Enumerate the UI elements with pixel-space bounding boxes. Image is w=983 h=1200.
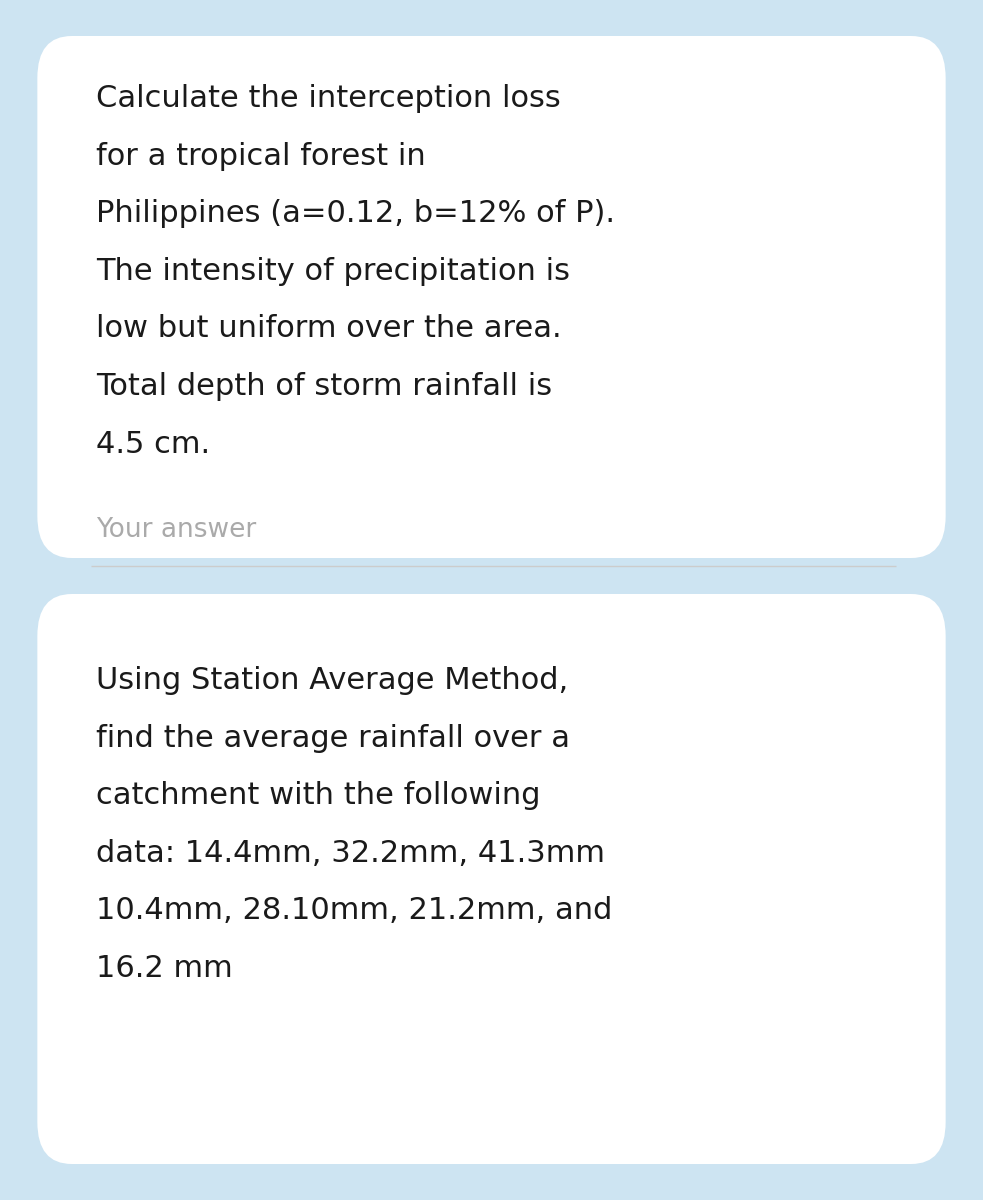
Text: 16.2 mm: 16.2 mm bbox=[96, 954, 233, 983]
Text: 10.4mm, 28.10mm, 21.2mm, and: 10.4mm, 28.10mm, 21.2mm, and bbox=[96, 896, 612, 925]
Text: catchment with the following: catchment with the following bbox=[96, 781, 541, 810]
Text: Using Station Average Method,: Using Station Average Method, bbox=[96, 666, 568, 695]
Text: Your answer: Your answer bbox=[96, 517, 257, 544]
FancyBboxPatch shape bbox=[37, 594, 946, 1164]
Text: for a tropical forest in: for a tropical forest in bbox=[96, 142, 426, 170]
Text: 4.5 cm.: 4.5 cm. bbox=[96, 430, 210, 458]
Text: low but uniform over the area.: low but uniform over the area. bbox=[96, 314, 562, 343]
Text: Philippines (a=0.12, b=12% of P).: Philippines (a=0.12, b=12% of P). bbox=[96, 199, 615, 228]
Text: Calculate the interception loss: Calculate the interception loss bbox=[96, 84, 561, 113]
Text: Total depth of storm rainfall is: Total depth of storm rainfall is bbox=[96, 372, 552, 401]
Text: The intensity of precipitation is: The intensity of precipitation is bbox=[96, 257, 570, 286]
Text: find the average rainfall over a: find the average rainfall over a bbox=[96, 724, 570, 752]
Text: data: 14.4mm, 32.2mm, 41.3mm: data: 14.4mm, 32.2mm, 41.3mm bbox=[96, 839, 606, 868]
FancyBboxPatch shape bbox=[37, 36, 946, 558]
